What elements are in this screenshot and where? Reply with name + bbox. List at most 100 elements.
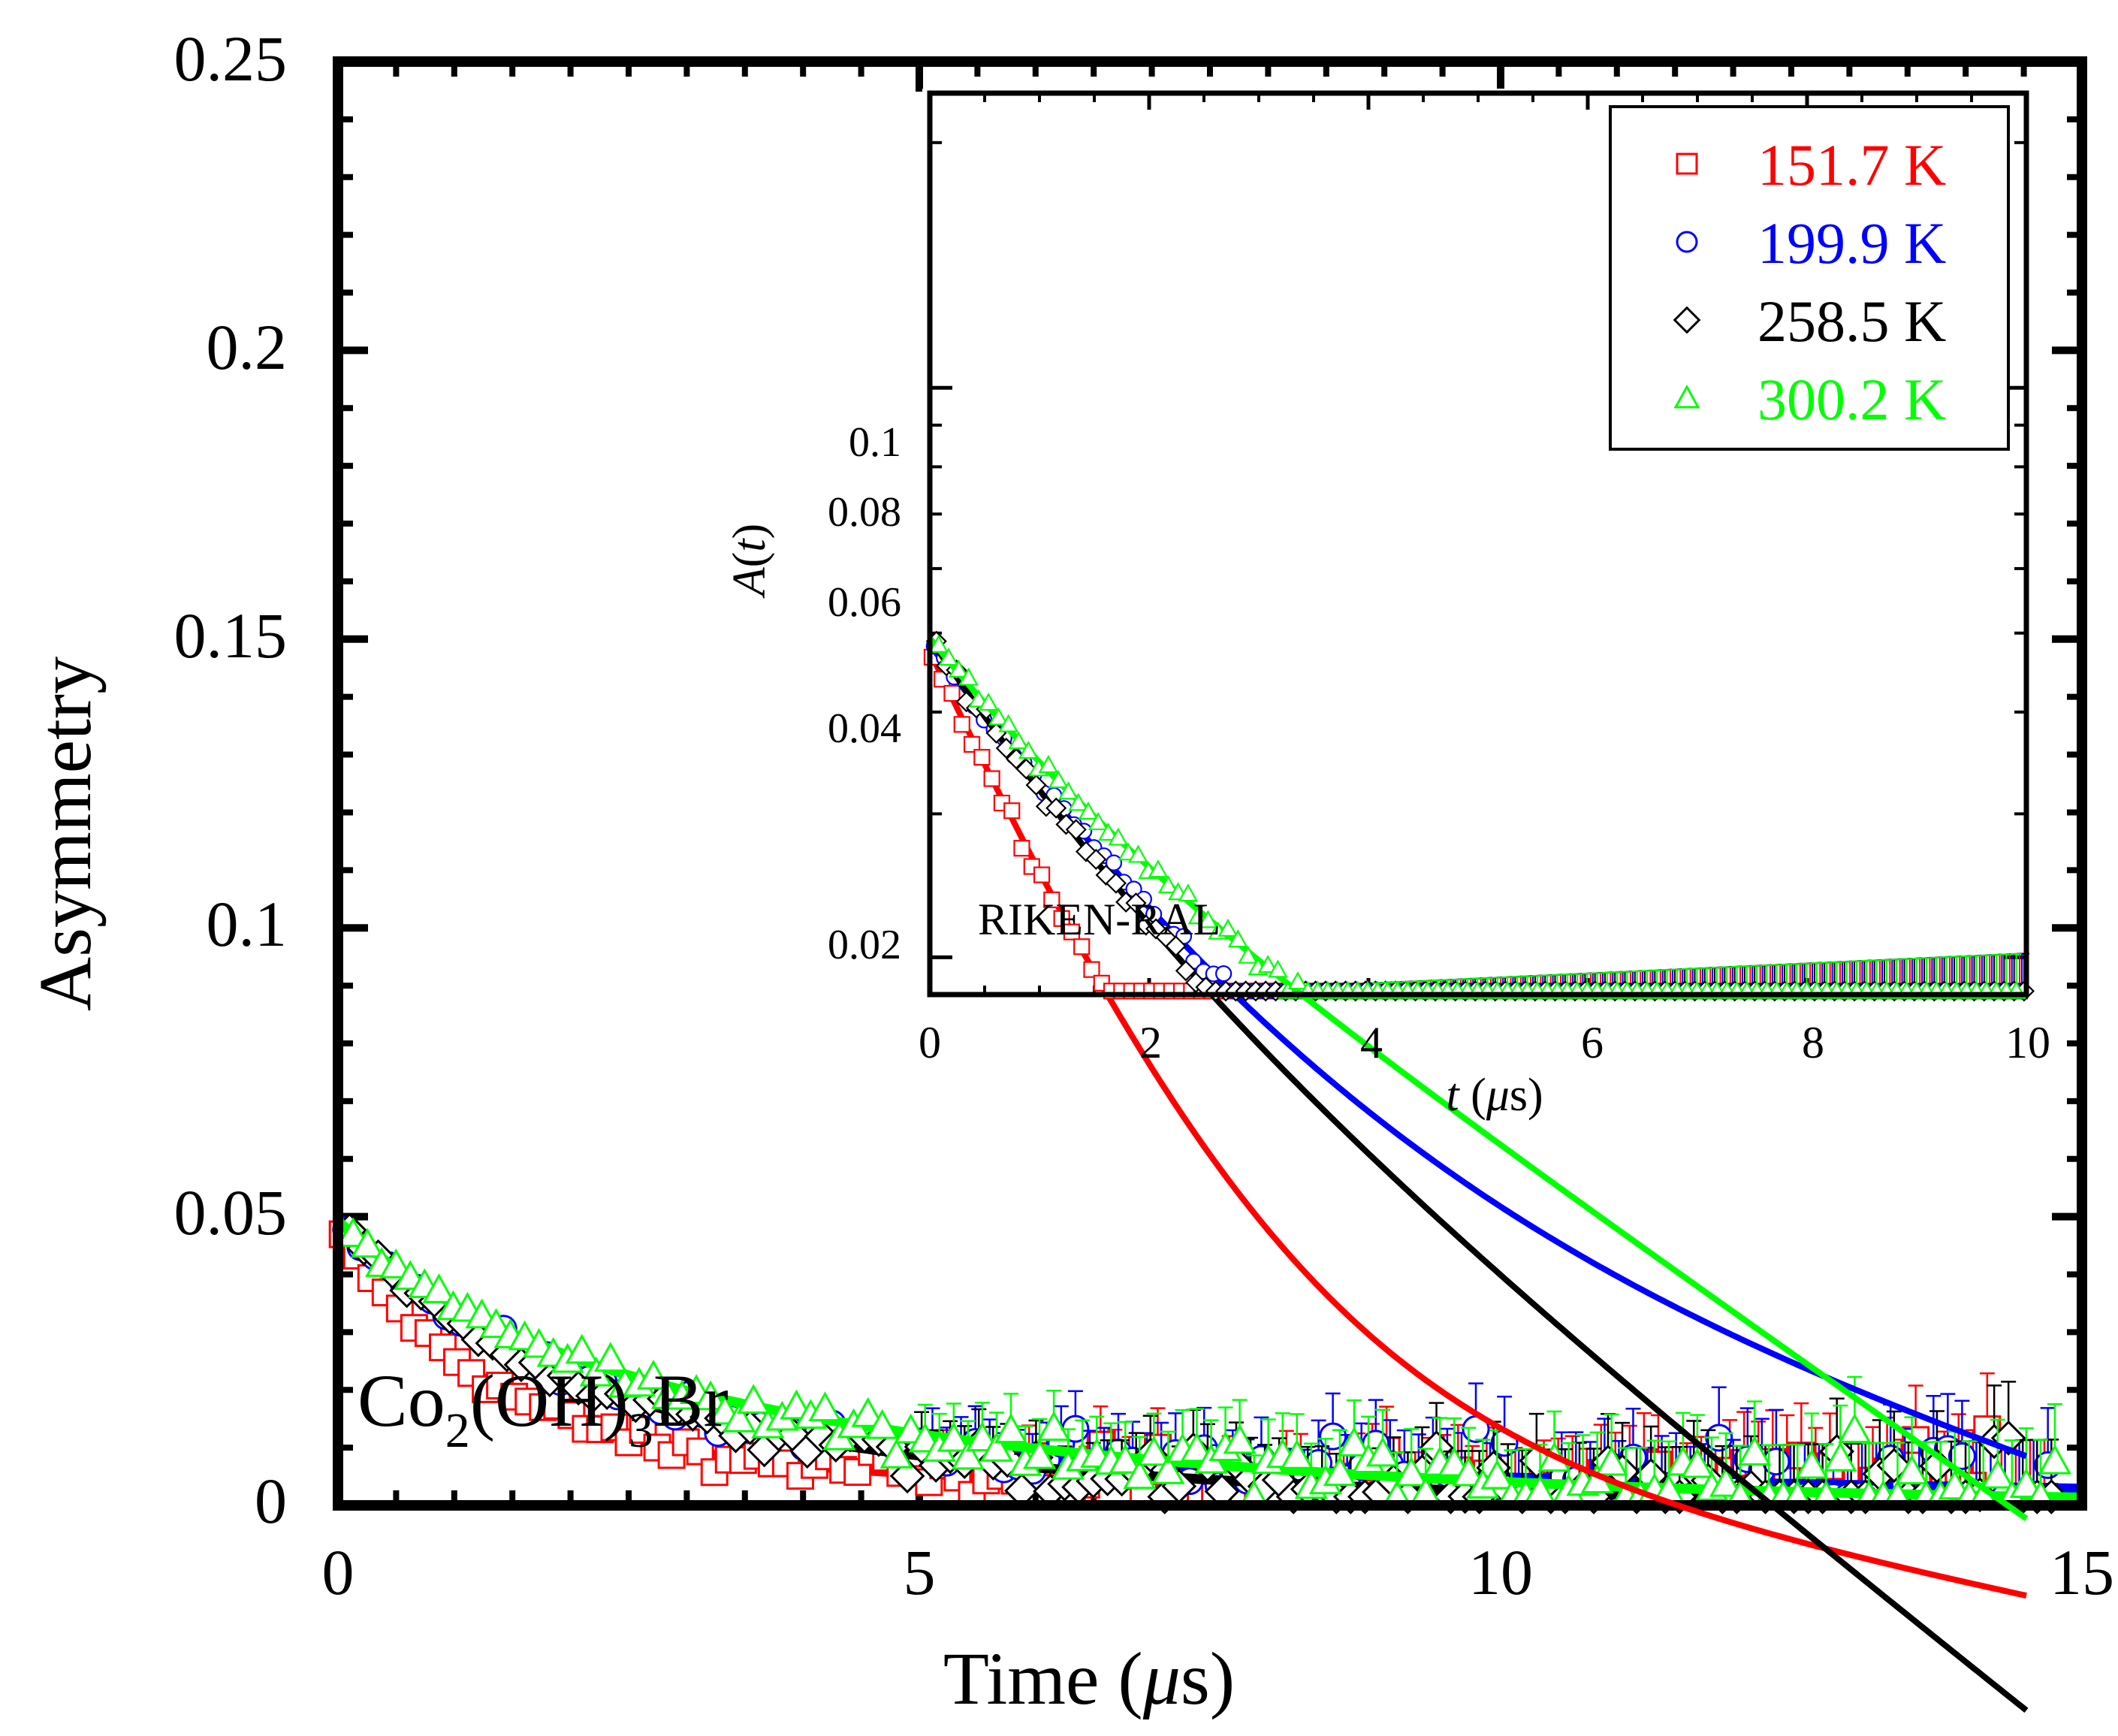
inset-xtick-label-4: 4: [1360, 1018, 1383, 1067]
inset-y-axis-label-open: (: [724, 552, 775, 568]
main-point-3002K: [951, 1439, 985, 1470]
inset-point-1517K: [963, 735, 981, 753]
inset-point-2585K: [1025, 774, 1047, 796]
inset-y-axis-label-close: ): [724, 524, 775, 539]
main-point-3002K: [1337, 1427, 1371, 1457]
inset-point-1517K: [1063, 923, 1081, 940]
inset-point-3002K: [1058, 781, 1079, 800]
main-point-3002K: [351, 1227, 385, 1258]
inset-x-axis-label-t: t: [1446, 1070, 1460, 1121]
main-point-3002K: [694, 1380, 728, 1411]
inset-point-2585K: [1045, 797, 1067, 819]
inset-point-1517K: [973, 749, 991, 766]
inset-y-axis-label: A(t): [724, 524, 775, 599]
main-point-3002K: [1395, 1456, 1429, 1487]
main-x-axis-label-prefix: Time (: [943, 1637, 1143, 1720]
inset-x-axis-label-mu: μ: [1486, 1070, 1510, 1121]
inset-xtick-label-0: 0: [919, 1018, 941, 1067]
inset-point-1517K: [1043, 891, 1061, 908]
inset-point-3002K: [1068, 793, 1089, 811]
inset-y-axis-label-A: A: [724, 566, 775, 599]
main-point-3002K: [1037, 1411, 1071, 1442]
main-point-3002K: [565, 1333, 599, 1364]
inset-point-3002K: [998, 714, 1019, 732]
main-point-3002K: [979, 1432, 1014, 1462]
main-point-3002K: [1680, 1448, 1715, 1478]
inset-ytick-label-0.06: 0.06: [828, 579, 901, 626]
main-ytick-label-0.15: 0.15: [174, 599, 288, 672]
main-point-3002K: [1480, 1459, 1514, 1490]
main-ytick-label-0: 0: [255, 1465, 287, 1537]
main-point-3002K: [422, 1273, 456, 1303]
inset-x-axis-label-suffix: s): [1510, 1070, 1543, 1121]
main-point-3002K: [1452, 1456, 1486, 1487]
inset-ytick-label-0.04: 0.04: [828, 705, 901, 752]
main-point-3002K: [1137, 1436, 1171, 1466]
inset-point-3002K: [938, 648, 959, 666]
main-ytick-label-0.1: 0.1: [207, 888, 288, 960]
main-plot: 0.25 0.2 0.15 0.1 0.05 0 0 5 10 15 Asymm…: [23, 23, 2114, 1720]
main-point-3002K: [1981, 1458, 2014, 1489]
legend: 151.7 K 199.9 K 258.5 K 300.2 K: [1609, 105, 2010, 451]
main-point-3002K: [636, 1359, 671, 1390]
inset-point-3002K: [1078, 802, 1099, 820]
main-point-3002K: [1223, 1424, 1257, 1454]
main-xtick-label-0: 0: [322, 1536, 355, 1608]
inset-x-axis-label-open: (: [1459, 1070, 1486, 1121]
inset-point-1517K: [1003, 802, 1021, 820]
inset-ytick-label-0.08: 0.08: [828, 489, 901, 536]
main-point-3002K: [1737, 1436, 1772, 1466]
inset-point-2585K: [1165, 935, 1187, 957]
main-point-3002K: [1022, 1439, 1057, 1469]
legend-marker-3002K: [1673, 384, 1700, 409]
inset-point-2585K: [1065, 819, 1087, 841]
main-ytick-label-0.05: 0.05: [174, 1176, 288, 1248]
main-plot-frame: [333, 56, 2087, 1511]
inset-point-3002K: [1178, 883, 1199, 902]
formula-end: Br: [653, 1359, 729, 1442]
legend-marker-2585K: [1673, 306, 1701, 334]
formula-sub-2: 3: [629, 1403, 653, 1458]
inset-point-3002K: [948, 659, 969, 678]
inset-point-3002K: [1008, 731, 1029, 750]
main-point-3002K: [379, 1248, 413, 1279]
main-point-3002K: [937, 1421, 970, 1452]
main-xtick-label-5: 5: [904, 1536, 936, 1608]
inset-ytick-label-0.02: 0.02: [828, 922, 901, 968]
inset-fit-curve-1517K: [927, 649, 2027, 1599]
inset-x-axis-label: t (μs): [1446, 1070, 1543, 1121]
inset-point-1999K: [1105, 854, 1123, 871]
formula-mid: (OH): [470, 1359, 629, 1442]
main-point-3002K: [1838, 1413, 1872, 1444]
inset-point-3002K: [1128, 844, 1148, 863]
main-xtick-label-10: 10: [1468, 1536, 1533, 1608]
main-ytick-label-0.2: 0.2: [207, 311, 288, 383]
inset-xtick-label-2: 2: [1139, 1018, 1162, 1067]
legend-label-300.2K: 300.2 K: [1757, 367, 1946, 432]
main-x-axis-label: Time (μs): [943, 1637, 1235, 1720]
main-point-3002K: [479, 1308, 513, 1339]
inset-point-3002K: [928, 634, 949, 653]
inset-point-1999K: [1215, 965, 1232, 983]
inset-point-2585K: [1175, 960, 1196, 982]
main-point-3002K: [851, 1396, 885, 1427]
formula-base: Co: [358, 1359, 445, 1442]
inset-point-1517K: [1053, 910, 1070, 927]
main-y-axis-label: Asymmetry: [23, 657, 107, 1011]
inset-point-3002K: [958, 667, 979, 686]
inset-point-2585K: [1015, 758, 1037, 780]
inset-ytick-label-0.1: 0.1: [849, 419, 901, 466]
inset-xtick-label-6: 6: [1581, 1018, 1604, 1067]
legend-label-258.5K: 258.5 K: [1757, 288, 1946, 354]
main-xtick-label-15: 15: [2050, 1536, 2114, 1608]
inset-point-1517K: [1033, 866, 1051, 883]
inset-plot: 0.1 0.08 0.06 0.04 0.02 0 2 4 6 8 10 t (…: [724, 89, 2050, 1713]
main-point-3002K: [1323, 1456, 1357, 1487]
main-point-3002K: [1938, 1469, 1972, 1500]
main-point-1999K: [1319, 1422, 1347, 1451]
inset-point-3002K: [1287, 971, 1308, 990]
inset-point-3002K: [968, 689, 989, 708]
formula-sub-1: 2: [445, 1403, 470, 1458]
inset-point-1517K: [1073, 938, 1091, 956]
inset-point-3002K: [1088, 812, 1109, 831]
